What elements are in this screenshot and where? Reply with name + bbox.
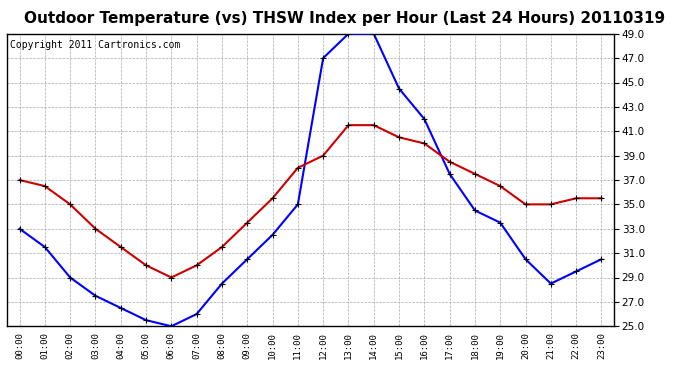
Text: Outdoor Temperature (vs) THSW Index per Hour (Last 24 Hours) 20110319: Outdoor Temperature (vs) THSW Index per …: [24, 11, 666, 26]
Text: Copyright 2011 Cartronics.com: Copyright 2011 Cartronics.com: [10, 40, 180, 50]
